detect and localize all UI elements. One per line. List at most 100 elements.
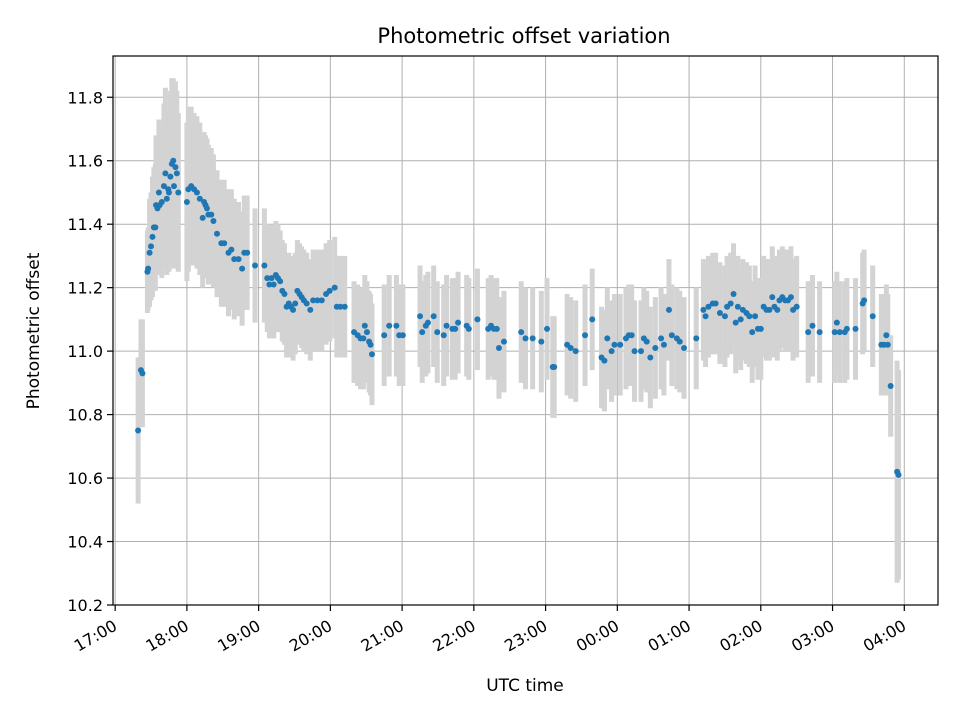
data-point (843, 325, 850, 332)
data-point (152, 224, 159, 231)
data-point (268, 275, 275, 282)
data-point (399, 332, 406, 339)
data-point (162, 170, 169, 177)
y-axis: 10.2 10.4 10.6 10.8 11.0 11.2 11.4 11.6 11.8 (67, 88, 113, 615)
data-point (836, 329, 843, 336)
data-point (208, 211, 215, 218)
data-point (386, 322, 393, 329)
data-point (465, 325, 472, 332)
data-point (766, 306, 773, 313)
chart-title: Photometric offset variation (377, 24, 670, 48)
data-point (628, 332, 635, 339)
data-point (883, 332, 890, 339)
data-point (231, 256, 238, 263)
data-point (173, 170, 180, 177)
data-point (341, 303, 348, 310)
data-point (631, 348, 638, 355)
point-layer (135, 157, 902, 478)
data-point (281, 291, 288, 298)
y-tick-label: 11.2 (67, 279, 103, 298)
data-point (617, 341, 624, 348)
data-point (430, 313, 437, 320)
data-point (518, 329, 525, 336)
data-point (611, 341, 618, 348)
data-point (816, 329, 823, 336)
data-point (331, 284, 338, 291)
data-point (452, 325, 459, 332)
data-point (148, 243, 155, 250)
data-point (601, 357, 608, 364)
data-point (589, 316, 596, 323)
data-point (303, 300, 310, 307)
data-point (252, 262, 259, 269)
data-point (805, 329, 812, 336)
data-point (210, 218, 217, 225)
data-point (160, 183, 167, 190)
data-point (158, 198, 165, 205)
data-point (361, 322, 368, 329)
data-point (381, 332, 388, 339)
data-point (749, 329, 756, 336)
data-point (360, 335, 367, 342)
data-point (665, 306, 672, 313)
data-point (228, 246, 235, 253)
data-point (235, 256, 242, 263)
data-point (643, 338, 650, 345)
data-point (310, 297, 317, 304)
data-point (716, 310, 723, 317)
data-point (721, 313, 728, 320)
data-point (681, 344, 688, 351)
data-point (522, 335, 529, 342)
data-point (582, 332, 589, 339)
data-point (757, 325, 764, 332)
y-tick-label: 11.8 (67, 88, 103, 107)
data-point (793, 303, 800, 310)
data-point (434, 329, 441, 336)
data-point (163, 195, 170, 202)
data-point (746, 313, 753, 320)
data-point (658, 335, 665, 342)
data-point (668, 332, 675, 339)
data-point (244, 249, 251, 256)
plot-frame (112, 55, 939, 606)
data-point (135, 427, 142, 434)
data-point (455, 319, 462, 326)
data-point (737, 316, 744, 323)
data-point (183, 198, 190, 205)
data-point (869, 313, 876, 320)
data-point (172, 164, 179, 171)
data-point (239, 265, 246, 272)
data-point (852, 325, 859, 332)
data-point (887, 383, 894, 390)
data-point (290, 306, 297, 313)
y-tick-label: 11.4 (67, 215, 103, 234)
data-point (326, 287, 333, 294)
data-point (440, 332, 447, 339)
data-point (221, 240, 228, 247)
data-point (884, 341, 891, 348)
data-point (544, 325, 551, 332)
data-point (261, 262, 268, 269)
data-point (895, 471, 902, 478)
data-point (419, 329, 426, 336)
data-point (495, 344, 502, 351)
data-point (146, 249, 153, 256)
data-point (264, 275, 271, 282)
data-point (318, 297, 325, 304)
data-point (647, 354, 654, 361)
y-tick-label: 10.2 (67, 596, 103, 615)
data-point (443, 322, 450, 329)
data-point (712, 300, 719, 307)
data-point (702, 313, 709, 320)
data-point (292, 300, 299, 307)
data-point (474, 316, 481, 323)
data-point (809, 322, 816, 329)
data-point (149, 233, 156, 240)
data-point (752, 313, 759, 320)
data-point (831, 329, 838, 336)
data-point (193, 189, 200, 196)
data-point (730, 291, 737, 298)
y-tick-label: 10.8 (67, 406, 103, 425)
data-point (307, 306, 314, 313)
